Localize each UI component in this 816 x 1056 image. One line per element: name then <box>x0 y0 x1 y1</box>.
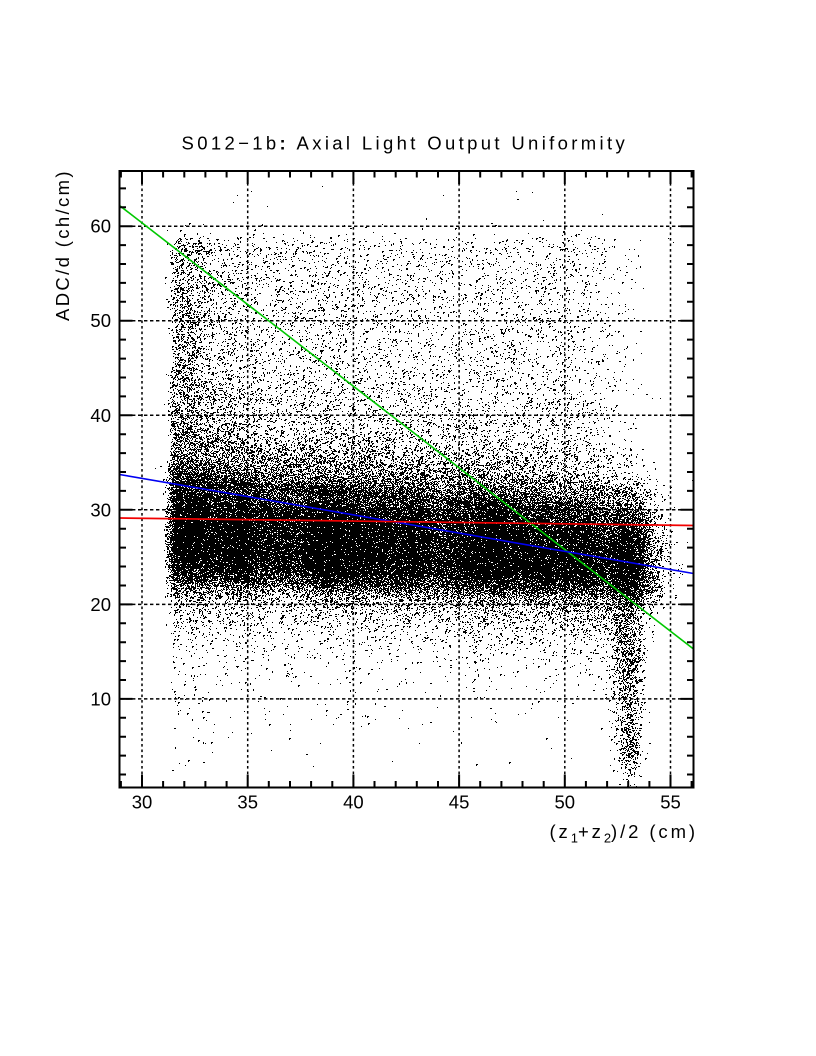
svg-text:(z1+z2)/2 (cm): (z1+z2)/2 (cm) <box>550 821 698 846</box>
svg-text:30: 30 <box>90 499 111 520</box>
svg-text:40: 40 <box>343 792 364 813</box>
svg-text:10: 10 <box>90 688 111 709</box>
svg-text:20: 20 <box>90 594 111 615</box>
svg-text:ADC/d (ch/cm): ADC/d (ch/cm) <box>52 169 73 321</box>
svg-text:30: 30 <box>132 792 153 813</box>
svg-text:50: 50 <box>90 310 111 331</box>
svg-text:50: 50 <box>555 792 576 813</box>
svg-text:S012−1b: Axial Light Output Un: S012−1b: Axial Light Output Uniformity <box>182 132 629 153</box>
svg-text:40: 40 <box>90 405 111 426</box>
svg-text:35: 35 <box>237 792 258 813</box>
svg-text:55: 55 <box>660 792 681 813</box>
svg-text:60: 60 <box>90 216 111 237</box>
svg-text:45: 45 <box>449 792 470 813</box>
